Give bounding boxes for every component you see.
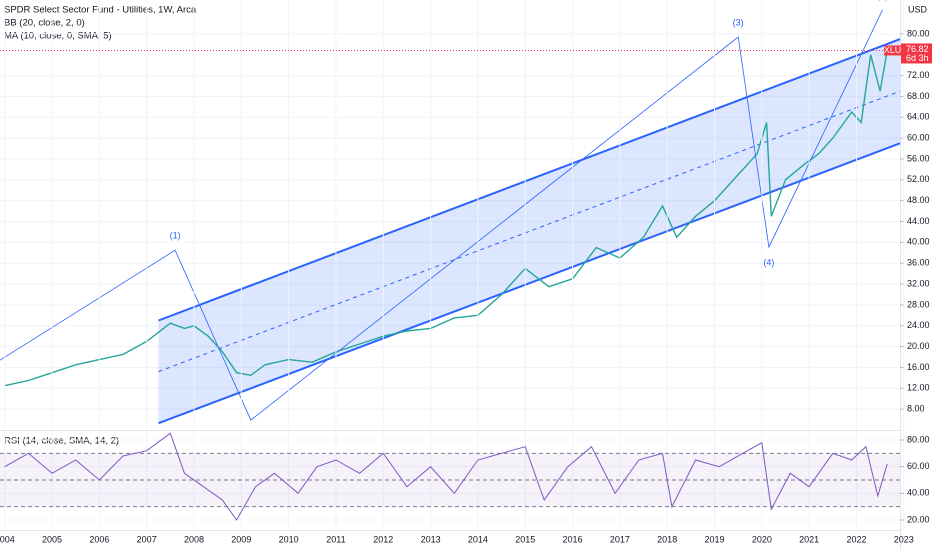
x-tick-label: 2023 bbox=[894, 534, 914, 544]
y-tick-label: 12.00 bbox=[907, 383, 930, 393]
rsi-title: RSI (14, close, SMA, 14, 2) bbox=[4, 436, 119, 447]
y-tick-label: 20.00 bbox=[907, 514, 930, 524]
chart-title: SPDR Select Sector Fund - Utilities, 1W,… bbox=[4, 5, 197, 16]
y-tick-label: 56.00 bbox=[907, 153, 930, 163]
x-tick-label: 2021 bbox=[799, 534, 819, 544]
y-tick-label: 68.00 bbox=[907, 91, 930, 101]
y-tick-label: 64.00 bbox=[907, 112, 930, 122]
y-tick-label: 44.00 bbox=[907, 216, 930, 226]
indicator-label: BB (20, close, 2, 0) bbox=[4, 18, 85, 29]
y-tick-label: 48.00 bbox=[907, 195, 930, 205]
x-tick-label: 2016 bbox=[563, 534, 583, 544]
y-tick-label: 32.00 bbox=[907, 278, 930, 288]
x-tick-label: 2014 bbox=[468, 534, 488, 544]
y-tick-label: 40.00 bbox=[907, 488, 930, 498]
wave-label: (4) bbox=[763, 257, 774, 267]
x-tick-label: 2011 bbox=[326, 534, 345, 544]
x-tick-label: 2013 bbox=[421, 534, 441, 544]
x-tick-label: 2019 bbox=[704, 534, 724, 544]
x-tick-label: 2017 bbox=[610, 534, 630, 544]
y-tick-label: 24.00 bbox=[907, 320, 930, 330]
y-tick-label: 60.00 bbox=[907, 132, 930, 142]
x-tick-label: 2015 bbox=[515, 534, 535, 544]
y-tick-label: 20.00 bbox=[907, 341, 930, 351]
x-tick-label: 2020 bbox=[752, 534, 772, 544]
x-tick-label: 2012 bbox=[373, 534, 393, 544]
y-tick-label: 8.00 bbox=[907, 404, 925, 414]
y-tick-label: 40.00 bbox=[907, 237, 930, 247]
x-tick-label: 2005 bbox=[42, 534, 62, 544]
x-tick-label: 2004 bbox=[0, 534, 15, 544]
y-tick-label: 72.00 bbox=[907, 70, 930, 80]
wave-label: (1) bbox=[170, 231, 181, 241]
indicator-label: MA (10, close, 0, SMA, 5) bbox=[4, 31, 112, 42]
x-tick-label: 2022 bbox=[846, 534, 866, 544]
x-tick-label: 2010 bbox=[279, 534, 299, 544]
y-tick-label: 52.00 bbox=[907, 174, 930, 184]
y-tick-label: 16.00 bbox=[907, 362, 930, 372]
y-tick-label: 36.00 bbox=[907, 258, 930, 268]
y-tick-label: 60.00 bbox=[907, 461, 930, 471]
countdown-label: 6d 3h bbox=[906, 53, 929, 63]
x-tick-label: 2018 bbox=[657, 534, 677, 544]
y-tick-label: 80.00 bbox=[907, 434, 930, 444]
x-tick-label: 2007 bbox=[137, 534, 157, 544]
y-tick-label: 80.00 bbox=[907, 28, 930, 38]
x-tick-label: 2008 bbox=[184, 534, 204, 544]
symbol-label: XLU bbox=[884, 45, 902, 55]
x-tick-label: 2009 bbox=[231, 534, 251, 544]
currency-label: USD bbox=[908, 4, 928, 14]
wave-label: (3) bbox=[733, 17, 744, 27]
y-tick-label: 28.00 bbox=[907, 299, 930, 309]
x-tick-label: 2006 bbox=[89, 534, 109, 544]
